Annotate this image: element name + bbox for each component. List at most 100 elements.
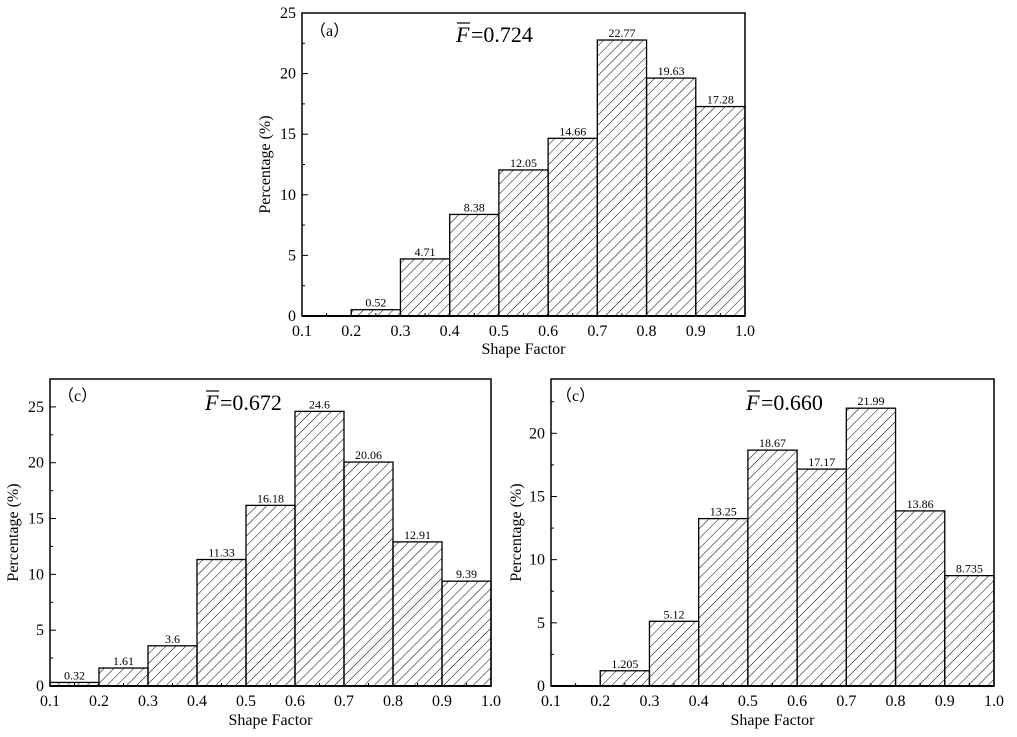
x-tick-label: 0.6 — [538, 323, 558, 340]
y-tick-label: 5 — [288, 247, 296, 264]
x-tick-label: 0.2 — [341, 323, 361, 340]
bar-value-label: 16.18 — [257, 491, 284, 505]
y-tick-label: 15 — [28, 511, 44, 528]
y-tick-label: 25 — [28, 399, 44, 416]
y-tick-label: 10 — [529, 552, 545, 569]
histogram-panel-a: 0.52 4.71 8.38 12.05 14.66 22.77 19.63 17.28 0.1… — [257, 5, 755, 358]
histogram-bar — [648, 620, 700, 687]
histogram-bar — [449, 213, 500, 317]
mean-shape-factor-value: =0.660 — [761, 390, 823, 415]
y-tick-label: 20 — [280, 66, 296, 83]
histogram-bar — [645, 77, 697, 317]
bar-value-label: 4.71 — [415, 245, 436, 259]
y-axis-title: Percentage (%) — [257, 115, 274, 213]
x-tick-label: 0.7 — [836, 693, 856, 710]
y-axis-title: Percentage (%) — [5, 483, 22, 581]
histogram-bar — [498, 169, 549, 317]
x-tick-label: 0.4 — [187, 693, 207, 710]
bar-value-label: 12.91 — [404, 528, 431, 542]
x-tick-label: 0.4 — [440, 323, 460, 340]
bar-value-label: 0.52 — [365, 296, 386, 310]
x-tick-label: 0.9 — [686, 323, 706, 340]
bar-value-label: 13.25 — [710, 505, 737, 519]
panel-label: （c） — [58, 387, 97, 405]
panel-label: （c） — [556, 387, 595, 405]
bar-value-label: 21.99 — [857, 394, 884, 408]
x-tick-label: 0.2 — [590, 693, 610, 710]
x-tick-label: 0.9 — [432, 693, 452, 710]
bar-value-label: 14.66 — [559, 124, 586, 138]
mean-shape-factor-value: =0.672 — [220, 390, 282, 415]
x-tick-label: 0.3 — [639, 693, 659, 710]
y-tick-label: 0 — [288, 308, 296, 325]
x-tick-label: 0.8 — [886, 693, 906, 710]
y-tick-label: 20 — [529, 425, 545, 442]
y-tick-label: 5 — [36, 622, 44, 639]
y-tick-label: 25 — [280, 5, 296, 22]
bar-value-label: 12.05 — [510, 156, 537, 170]
y-tick-label: 20 — [28, 455, 44, 472]
bar-value-label: 0.32 — [64, 668, 85, 682]
x-tick-label: 0.5 — [489, 323, 509, 340]
x-tick-label: 1.0 — [735, 323, 755, 340]
mean-shape-factor-symbol: F — [745, 390, 760, 415]
y-tick-label: 0 — [36, 678, 44, 695]
mean-shape-factor-symbol: F — [204, 390, 219, 415]
histogram-bar — [894, 510, 946, 687]
y-axis-title: Percentage (%) — [508, 483, 525, 581]
bar-value-label: 11.33 — [208, 546, 235, 560]
bar-value-label: 17.28 — [707, 93, 734, 107]
histogram-bar — [796, 468, 847, 687]
bar-value-label: 3.6 — [165, 632, 180, 646]
bar-value-label: 20.06 — [355, 448, 382, 462]
histogram-bar — [596, 39, 648, 317]
histogram-panel-c-left: 0.32 1.61 3.6 11.33 16.18 24.6 20.06 12.91 9.39 0… — [5, 378, 501, 729]
bar-value-label: 9.39 — [456, 567, 477, 581]
y-tick-label: 15 — [529, 488, 545, 505]
histogram-bar — [196, 558, 247, 687]
x-tick-label: 0.7 — [587, 323, 607, 340]
histogram-bar — [547, 137, 598, 317]
x-axis-title: Shape Factor — [229, 712, 314, 729]
y-tick-label: 0 — [537, 678, 545, 695]
bar-value-label: 22.77 — [608, 26, 635, 40]
bar-value-label: 19.63 — [658, 64, 685, 78]
bar-value-label: 13.86 — [907, 497, 934, 511]
y-tick-label: 15 — [280, 126, 296, 143]
histogram-bar — [698, 517, 749, 687]
histogram-bar — [399, 258, 451, 317]
x-tick-label: 0.6 — [787, 693, 807, 710]
x-tick-label: 0.3 — [138, 693, 158, 710]
histogram-panel-c-right: 1.205 5.12 13.25 18.67 17.17 21.99 13.86 8.735 0… — [508, 378, 1004, 729]
x-tick-label: 0.5 — [236, 693, 256, 710]
x-tick-label: 0.1 — [541, 693, 561, 710]
mean-shape-factor-value: =0.724 — [471, 22, 533, 47]
y-tick-label: 10 — [280, 187, 296, 204]
y-tick-label: 10 — [28, 566, 44, 583]
histogram-bar — [944, 574, 995, 687]
bar-value-label: 1.61 — [113, 654, 134, 668]
bar-value-label: 5.12 — [664, 607, 685, 621]
histogram-bar — [695, 105, 746, 317]
x-tick-label: 0.2 — [89, 693, 109, 710]
histogram-bar — [845, 407, 897, 687]
x-tick-label: 0.5 — [738, 693, 758, 710]
panel-label: （a） — [310, 22, 349, 40]
x-axis-title: Shape Factor — [731, 712, 816, 729]
histogram-bar — [441, 580, 492, 687]
histogram-bar — [147, 645, 198, 687]
histogram-bar — [245, 504, 296, 687]
bar-value-label: 17.17 — [808, 455, 835, 469]
y-tick-label: 5 — [537, 615, 545, 632]
x-tick-label: 0.7 — [334, 693, 354, 710]
x-tick-label: 0.1 — [292, 323, 312, 340]
bar-value-label: 8.38 — [464, 200, 485, 214]
histogram-bar — [294, 410, 345, 687]
x-tick-label: 0.8 — [383, 693, 403, 710]
histogram-bar — [747, 449, 798, 687]
x-tick-label: 0.6 — [285, 693, 305, 710]
bar-value-label: 1.205 — [611, 657, 638, 671]
x-tick-label: 1.0 — [481, 693, 501, 710]
x-tick-label: 0.8 — [637, 323, 657, 340]
